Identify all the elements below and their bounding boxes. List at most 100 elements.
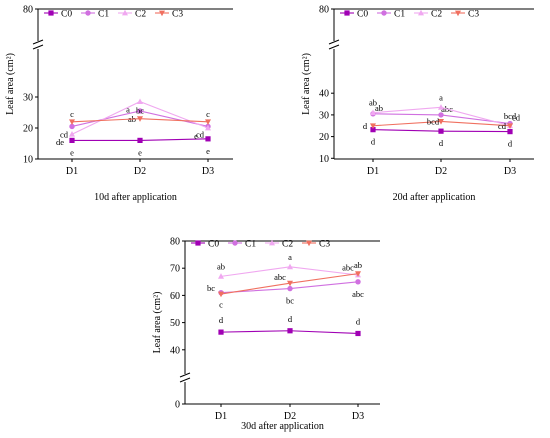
panel-3-legend-label-C0: C0 [208, 240, 219, 250]
panel-2-y-tick-label: 80 [319, 5, 329, 16]
panel-1-legend-label-C3: C3 [172, 10, 183, 20]
panel-2-series-C2-point [370, 109, 376, 116]
panel-1-series-C0-data-label: e [70, 147, 74, 157]
panel-3-series-C2-point [218, 273, 224, 279]
panel-3-legend-marker-C1 [232, 240, 238, 246]
panel-1-series-C2-data-label: e [194, 131, 198, 141]
panel-2-series-C3-data-label: bcd [427, 116, 440, 126]
panel-1-x-tick-label: D3 [202, 166, 214, 177]
panel-3-x-tick-label: D3 [352, 411, 364, 422]
panel-1-axis-break-gap [33, 41, 43, 49]
panel-1-series-C2-point [69, 131, 75, 137]
panel-2-legend-label-C3: C3 [468, 10, 479, 20]
panel-3-series-C0-data-label: d [219, 315, 224, 325]
panel-1-x-axis-title: 10d after application [94, 192, 177, 203]
panel-2-axis-break-mark [328, 39, 340, 45]
panel-2-series-C3-data-label: cd [498, 121, 507, 131]
panel-3-y-tick-label: 50 [170, 318, 180, 329]
panel-3-series-C3-point [218, 291, 224, 298]
panel-3-series-C1-data-label: c [219, 300, 223, 310]
panel-2-x-tick-label: D3 [504, 166, 516, 177]
panel-2-legend-marker-C1 [381, 10, 387, 16]
panel-1-series-C0-point [69, 137, 75, 143]
panel-2-y-tick-label: 10 [319, 154, 329, 165]
panel-3-y-tick-label: 60 [170, 291, 180, 302]
panel-3-series-C1-point [287, 285, 293, 292]
panel-2-series-C1-data-label: ab [375, 103, 383, 113]
panel-1-y-tick-label: 20 [23, 124, 33, 135]
panel-1-axis-break-mark [32, 39, 44, 45]
panel-3-series-C2-point [287, 263, 293, 270]
panel-1-legend-marker-C0 [48, 10, 54, 16]
panel-1-legend-marker-C2 [122, 9, 128, 16]
panel-1-x-tick-label: D1 [66, 166, 78, 177]
panel-3-x-tick-label: D2 [284, 411, 296, 422]
panel-1-series-C1-point [137, 108, 143, 114]
panel-2-series-C2-data-label: a [439, 92, 443, 102]
panel-1-series-C1-data-label: cd [60, 129, 69, 139]
panel-1-legend-marker-C1 [85, 10, 91, 16]
panel-3-series-C2-data-label: ab [217, 261, 225, 271]
panel-1-series-C0-data-label: e [206, 146, 210, 156]
panel-2-series-C0-point [370, 127, 376, 133]
panel-2-series-C2-data-label: ab [369, 98, 377, 108]
panel-3-series-C3-point [355, 271, 361, 277]
panel-2-series-C3-point [370, 123, 376, 129]
panel-3-series-C3-data-label: abc [274, 272, 286, 282]
panel-3-series-C0-data-label: d [288, 314, 293, 324]
panel-3-y-tick-label: 40 [170, 345, 180, 356]
panel-3-legend-label-C2: C2 [282, 240, 293, 250]
panel-3-series-C2-data-label: ab [354, 260, 362, 270]
panel-3-y-axis-title: Leaf area (cm²) [152, 292, 163, 354]
panel-2-series-C0-point [507, 129, 513, 135]
panel-1-x-tick-label: D2 [134, 166, 146, 177]
panel-2-legend-marker-C0 [344, 10, 350, 16]
panel-1-series-C0-point [205, 136, 211, 142]
panel-1-y-tick-label: 80 [23, 5, 33, 16]
panel-2-legend-label-C0: C0 [357, 10, 368, 20]
panel-1-legend-label-C1: C1 [98, 10, 109, 20]
panel-2-x-tick-label: D2 [435, 166, 447, 177]
panel-2-y-tick-label: 20 [319, 132, 329, 143]
panel-2-series-C0-data-label: d [508, 139, 513, 149]
panel-2-series-C0-point [438, 128, 444, 134]
panel-3-series-C0-point [355, 330, 361, 337]
panel-1-series-C3-point [205, 119, 211, 125]
panel-2-legend-marker-C2 [418, 9, 424, 16]
panel-1-y-tick-label: 10 [23, 155, 33, 166]
panel-1-series-C3-data-label: bc [136, 106, 144, 116]
panel-1-series-C1-point [69, 123, 75, 130]
panel-1-series-C3-data-label: c [70, 109, 74, 119]
panel-3-x-axis-title: 30d after application [241, 421, 324, 432]
panel-3-y-tick-label: 80 [170, 237, 180, 248]
panel-3-axis-break-gap [180, 374, 190, 382]
panel-1-legend-marker-C3 [159, 10, 165, 17]
panel-3-series-C0-point [287, 328, 293, 334]
panel-1-series-C0-data-label: e [138, 147, 142, 157]
panel-1-axis-break-mark [32, 44, 44, 50]
panel-2-series-C1-point [438, 112, 444, 118]
panel-3-axis-break-mark [179, 372, 191, 378]
panel-1-series-C1-data-label: cd [196, 129, 205, 139]
panel-1-series-C2-point [137, 98, 143, 105]
panel-2-y-tick-label: 30 [319, 110, 329, 121]
panel-3-y-tick-label: 70 [170, 264, 180, 275]
panel-1-y-axis-title: Leaf area (cm²) [5, 53, 16, 115]
panel-3-series-C1-data-label: abc [352, 289, 364, 299]
panel-2-series-C0-data-label: d [371, 137, 376, 147]
panel-2-x-axis-title: 20d after application [393, 192, 476, 203]
panel-3-axis-break-mark [179, 377, 191, 383]
panel-3-series-C3-point [287, 280, 293, 287]
panel-3-series-C3-data-label: bc [207, 283, 215, 293]
panel-1-legend-label-C2: C2 [135, 10, 146, 20]
panel-2-legend-marker-C3 [455, 10, 461, 17]
panel-3-y-tick-label: 0 [175, 400, 180, 411]
panel-1-series-C2-point [205, 124, 211, 131]
panel-3-legend-marker-C2 [269, 239, 275, 246]
panel-1-series-C3-data-label: c [206, 109, 210, 119]
panel-2-series-C3-point [438, 119, 444, 125]
panel-2-axis-break-mark [328, 44, 340, 50]
panel-1-legend-label-C0: C0 [61, 10, 72, 20]
panel-2-series-C0-data-label: d [439, 138, 444, 148]
